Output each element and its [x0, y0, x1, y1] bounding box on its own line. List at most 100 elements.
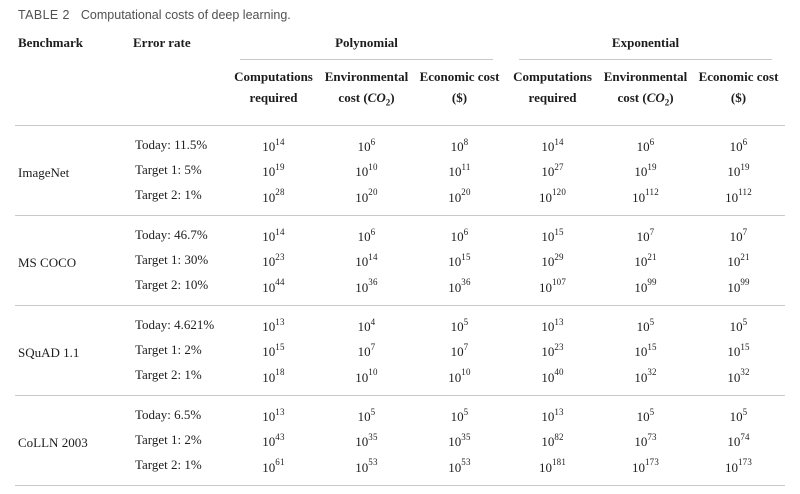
benchmark-name: CoLLN 2003 — [18, 435, 88, 451]
value-exponent: 10 — [368, 161, 378, 172]
value-base: 10 — [355, 254, 369, 270]
power-of-ten-value: 105 — [730, 407, 748, 424]
header-line: Economic cost — [698, 69, 779, 84]
error-rate-cell: Today: 46.7% — [135, 226, 208, 242]
power-of-ten-value: 107 — [358, 342, 376, 359]
error-rate-cell: Target 2: 1% — [133, 363, 227, 396]
value-exponent: 23 — [554, 341, 564, 352]
value-cell: 1021 — [599, 247, 692, 272]
value-base: 10 — [541, 228, 555, 244]
value-exponent: 173 — [737, 457, 753, 468]
power-of-ten-value: 1010 — [355, 367, 377, 384]
value-base: 10 — [448, 279, 462, 295]
power-of-ten-value: 1010 — [448, 367, 470, 384]
value-exponent: 14 — [554, 136, 564, 147]
power-of-ten-value: 1021 — [634, 251, 657, 269]
power-of-ten-value: 1015 — [262, 342, 284, 359]
power-of-ten-value: 10112 — [632, 187, 659, 204]
power-of-ten-value: 105 — [636, 317, 655, 334]
value-cell: 1053 — [413, 453, 507, 486]
value-exponent: 21 — [647, 251, 657, 262]
value-base: 10 — [634, 279, 648, 295]
value-exponent: 6 — [463, 226, 469, 237]
value-cell: 1020 — [413, 183, 507, 216]
value-cell: 107 — [692, 216, 785, 248]
value-cell: 10181 — [506, 453, 600, 486]
value-cell: 1015 — [692, 337, 785, 362]
table-row: Target 1: 5% 1019 1010 1011 1027 1019 1019 — [15, 157, 785, 182]
power-of-ten-value: 1099 — [634, 277, 656, 295]
power-of-ten-value: 106 — [451, 226, 469, 244]
value-exponent: 15 — [647, 341, 657, 352]
value-cell: 10120 — [506, 183, 600, 216]
value-base: 10 — [727, 344, 741, 360]
value-base: 10 — [262, 254, 276, 270]
value-base: 10 — [634, 344, 648, 360]
value-exponent: 14 — [368, 251, 378, 262]
value-exponent: 36 — [368, 277, 378, 288]
value-cell: 10173 — [599, 453, 693, 486]
group-label-polynomial: Polynomial — [240, 35, 494, 60]
power-of-ten-value: 1019 — [262, 162, 284, 179]
error-rate-cell: Target 1: 30% — [135, 252, 209, 268]
value-base: 10 — [262, 279, 276, 295]
value-cell: 1019 — [599, 157, 692, 182]
power-of-ten-value: 1019 — [634, 162, 656, 179]
value-cell: 104 — [413, 486, 506, 494]
header-line: cost (CO2) — [617, 90, 674, 108]
value-cell: 106 — [320, 126, 413, 158]
value-base: 10 — [541, 408, 555, 424]
value-exponent: 61 — [275, 457, 285, 468]
error-rate-cell: Target 1: 2% — [135, 342, 202, 358]
power-of-ten-value: 1023 — [262, 251, 285, 270]
value-base: 10 — [448, 164, 462, 180]
value-cell: 104 — [320, 486, 413, 494]
value-base: 10 — [357, 138, 371, 154]
power-of-ten-value: 1061 — [262, 457, 285, 474]
value-cell: 1023 — [227, 247, 320, 272]
power-of-ten-value: 1027 — [541, 161, 564, 179]
value-exponent: 23 — [275, 251, 285, 262]
table-row: WMT 2014(EN-FR)Today: 54.4%1012104104101… — [15, 486, 785, 494]
value-cell: 1043 — [227, 427, 320, 452]
power-of-ten-value: 1040 — [541, 367, 563, 384]
value-cell: 105 — [413, 306, 506, 338]
table-row: Target 2: 1% 1028 1020 1020 10120 10112 10112 — [15, 183, 786, 216]
power-of-ten-value: 10112 — [725, 187, 752, 204]
value-base: 10 — [450, 344, 464, 360]
power-of-ten-value: 107 — [637, 227, 655, 244]
value-base: 10 — [636, 318, 650, 334]
value-cell: 1035 — [320, 427, 413, 452]
power-of-ten-value: 1082 — [541, 432, 563, 449]
value-exponent: 5 — [463, 406, 469, 417]
value-cell: 1013 — [227, 396, 320, 428]
value-cell: 1014 — [227, 126, 320, 158]
power-of-ten-value: 10173 — [632, 457, 659, 474]
value-base: 10 — [538, 189, 552, 205]
value-base: 10 — [636, 138, 650, 154]
value-cell: 1053 — [320, 453, 413, 486]
value-exponent: 15 — [461, 251, 471, 262]
value-exponent: 43 — [275, 431, 285, 442]
power-of-ten-value: 1032 — [634, 367, 656, 384]
value-exponent: 4 — [370, 316, 376, 327]
power-of-ten-value: 1036 — [355, 277, 378, 294]
table-caption-label: TABLE 2 — [18, 8, 70, 22]
value-base: 10 — [355, 164, 369, 180]
value-cell: 1010 — [320, 157, 413, 182]
value-exponent: 27 — [554, 161, 564, 172]
value-exponent: 5 — [649, 406, 655, 417]
value-exponent: 8 — [463, 136, 469, 147]
value-cell: 10112 — [692, 183, 786, 216]
value-exponent: 120 — [551, 187, 567, 198]
power-of-ten-value: 1035 — [355, 432, 377, 449]
value-exponent: 5 — [370, 406, 376, 417]
power-of-ten-value: 1015 — [727, 342, 749, 360]
value-base: 10 — [450, 408, 464, 424]
value-exponent: 112 — [645, 187, 659, 198]
table-body: ImageNet Today: 11.5% 1014 106 108 1014 106 106… — [15, 126, 786, 494]
value-cell: 1015 — [413, 247, 506, 272]
power-of-ten-value: 1032 — [727, 367, 749, 384]
value-exponent: 6 — [742, 136, 748, 147]
value-cell: 1027 — [506, 157, 599, 182]
